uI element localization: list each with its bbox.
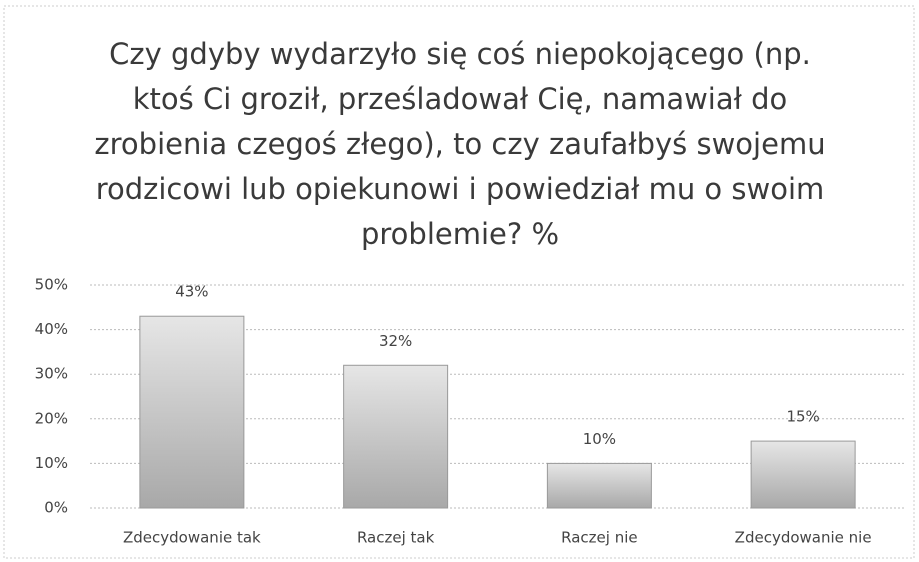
- bar: [343, 364, 449, 509]
- x-tick-label: Zdecydowanie tak: [123, 529, 261, 547]
- y-tick-label: 50%: [35, 276, 68, 294]
- data-label: 15%: [786, 408, 819, 426]
- y-tick-label: 0%: [44, 499, 68, 517]
- bar: [139, 315, 245, 509]
- x-tick-label: Raczej nie: [561, 529, 637, 547]
- x-tick-label: Raczej tak: [357, 529, 435, 547]
- frame: [3, 5, 915, 559]
- y-tick-label: 10%: [35, 454, 68, 472]
- y-tick-label: 30%: [35, 365, 68, 383]
- data-label: 10%: [583, 430, 616, 448]
- bar: [546, 462, 652, 509]
- y-tick-label: 20%: [35, 409, 68, 427]
- chart-title: Czy gdyby wydarzyło się coś niepokojąceg…: [94, 37, 826, 251]
- data-label: 32%: [379, 332, 412, 350]
- y-tick-label: 40%: [35, 320, 68, 338]
- x-tick-label: Zdecydowanie nie: [735, 529, 872, 547]
- data-label: 43%: [175, 283, 208, 301]
- bar: [750, 440, 856, 509]
